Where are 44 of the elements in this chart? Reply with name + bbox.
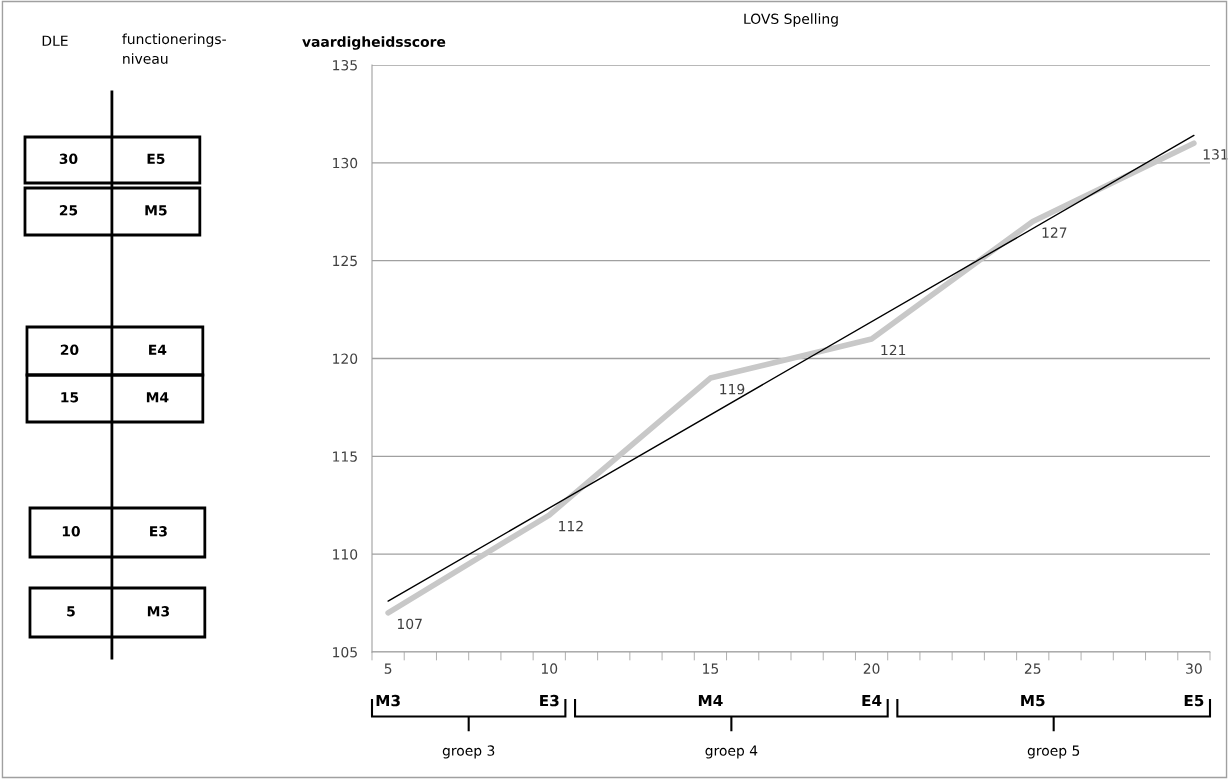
y-tick-label: 105 xyxy=(333,646,357,658)
x-tick-label: 30 xyxy=(1186,663,1202,674)
text: 20 xyxy=(60,344,79,356)
y-tick-label: 110 xyxy=(333,549,358,560)
x-tick-label: 5 xyxy=(384,663,392,674)
text: M3 xyxy=(376,694,400,707)
text: 25 xyxy=(59,205,78,216)
x-tick-label: 10 xyxy=(541,663,558,674)
data-label: 131 xyxy=(1203,149,1228,160)
text: M5 xyxy=(145,205,167,216)
text: E4 xyxy=(862,694,882,707)
text: E5 xyxy=(147,153,165,165)
data-label: 119 xyxy=(720,383,745,395)
y-tick-label: 125 xyxy=(333,255,357,267)
text: 10 xyxy=(62,526,80,537)
x-tick-label: 20 xyxy=(863,663,880,674)
data-label: 107 xyxy=(397,618,422,630)
data-label: 127 xyxy=(1042,227,1067,238)
text: M5 xyxy=(1021,694,1045,707)
x-tick-label: 25 xyxy=(1024,663,1041,674)
y-tick-label: 130 xyxy=(333,157,358,169)
data-label: 112 xyxy=(559,520,583,532)
y-tick-label: 115 xyxy=(333,451,357,462)
text: 5 xyxy=(67,606,75,617)
text: E5 xyxy=(1184,694,1204,707)
text: groep 3 xyxy=(442,745,495,759)
text: M4 xyxy=(698,694,723,707)
text: DLE xyxy=(42,35,68,46)
y-tick-label: 135 xyxy=(333,59,357,71)
y-axis-title: vaardigheidsscore xyxy=(302,36,446,50)
text: groep 5 xyxy=(1027,745,1080,759)
chart-title: LOVS Spelling xyxy=(744,13,838,27)
text: M3 xyxy=(147,606,170,617)
text: groep 4 xyxy=(705,745,758,759)
text: 30 xyxy=(59,153,78,165)
text: E4 xyxy=(149,344,167,355)
text: 15 xyxy=(61,392,79,403)
data-label: 121 xyxy=(881,344,906,356)
text: E3 xyxy=(540,694,559,707)
y-tick-label: 120 xyxy=(333,353,358,364)
text: E3 xyxy=(150,526,167,537)
text: M4 xyxy=(146,392,169,403)
x-tick-label: 15 xyxy=(703,663,719,674)
text: functionerings- niveau xyxy=(122,33,226,64)
